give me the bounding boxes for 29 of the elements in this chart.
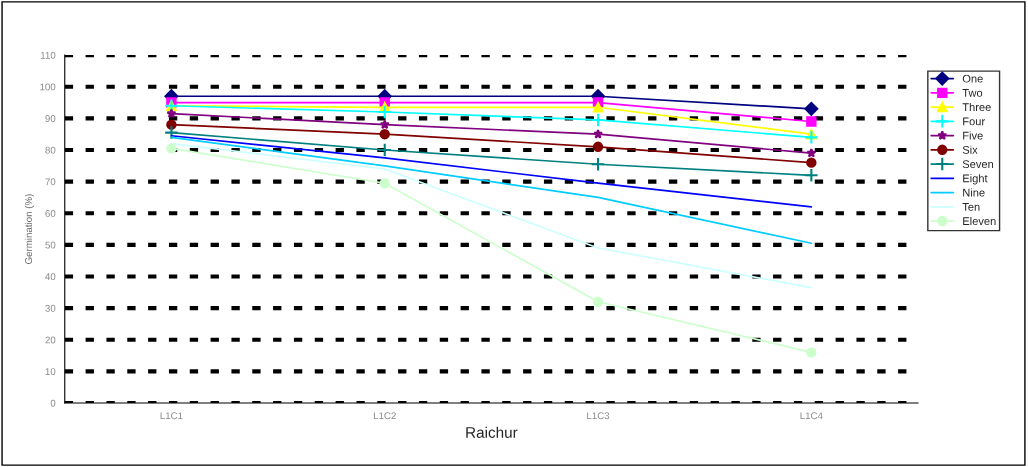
y-axis-title: Germination (%) xyxy=(24,194,34,264)
x-tick-label: L1C1 xyxy=(160,412,183,420)
y-tick-label: 10 xyxy=(45,368,56,376)
y-tick-label: 70 xyxy=(45,178,56,186)
y-tick-label: 20 xyxy=(45,336,56,344)
legend-label: Three xyxy=(962,102,991,112)
x-tick-label: L1C3 xyxy=(587,412,610,420)
legend-label: Two xyxy=(962,89,983,97)
legend-label: Seven xyxy=(962,160,994,169)
y-tick-label: 50 xyxy=(45,241,56,249)
legend-label: Four xyxy=(963,117,985,126)
x-tick-label: L1C4 xyxy=(800,412,823,420)
y-tick-label: 0 xyxy=(50,399,56,407)
legend-label: Five xyxy=(963,131,983,140)
x-tick-label: L1C2 xyxy=(373,412,396,420)
y-tick-label: 40 xyxy=(45,273,56,281)
y-tick-label: 90 xyxy=(45,115,56,122)
legend-label: Eleven xyxy=(963,216,996,226)
x-axis-title: Raichur xyxy=(466,426,518,438)
legend-label: Six xyxy=(962,145,978,154)
y-tick-label: 100 xyxy=(40,83,56,91)
legend-label: One xyxy=(962,74,983,83)
legend-label: Nine xyxy=(963,188,985,197)
legend-label: Eight xyxy=(963,174,988,185)
y-tick-label: 80 xyxy=(45,146,56,154)
y-tick-label: 30 xyxy=(45,304,56,312)
legend-label: Ten xyxy=(962,203,980,211)
y-tick-label: 110 xyxy=(40,51,56,59)
y-tick-label: 60 xyxy=(45,209,56,217)
